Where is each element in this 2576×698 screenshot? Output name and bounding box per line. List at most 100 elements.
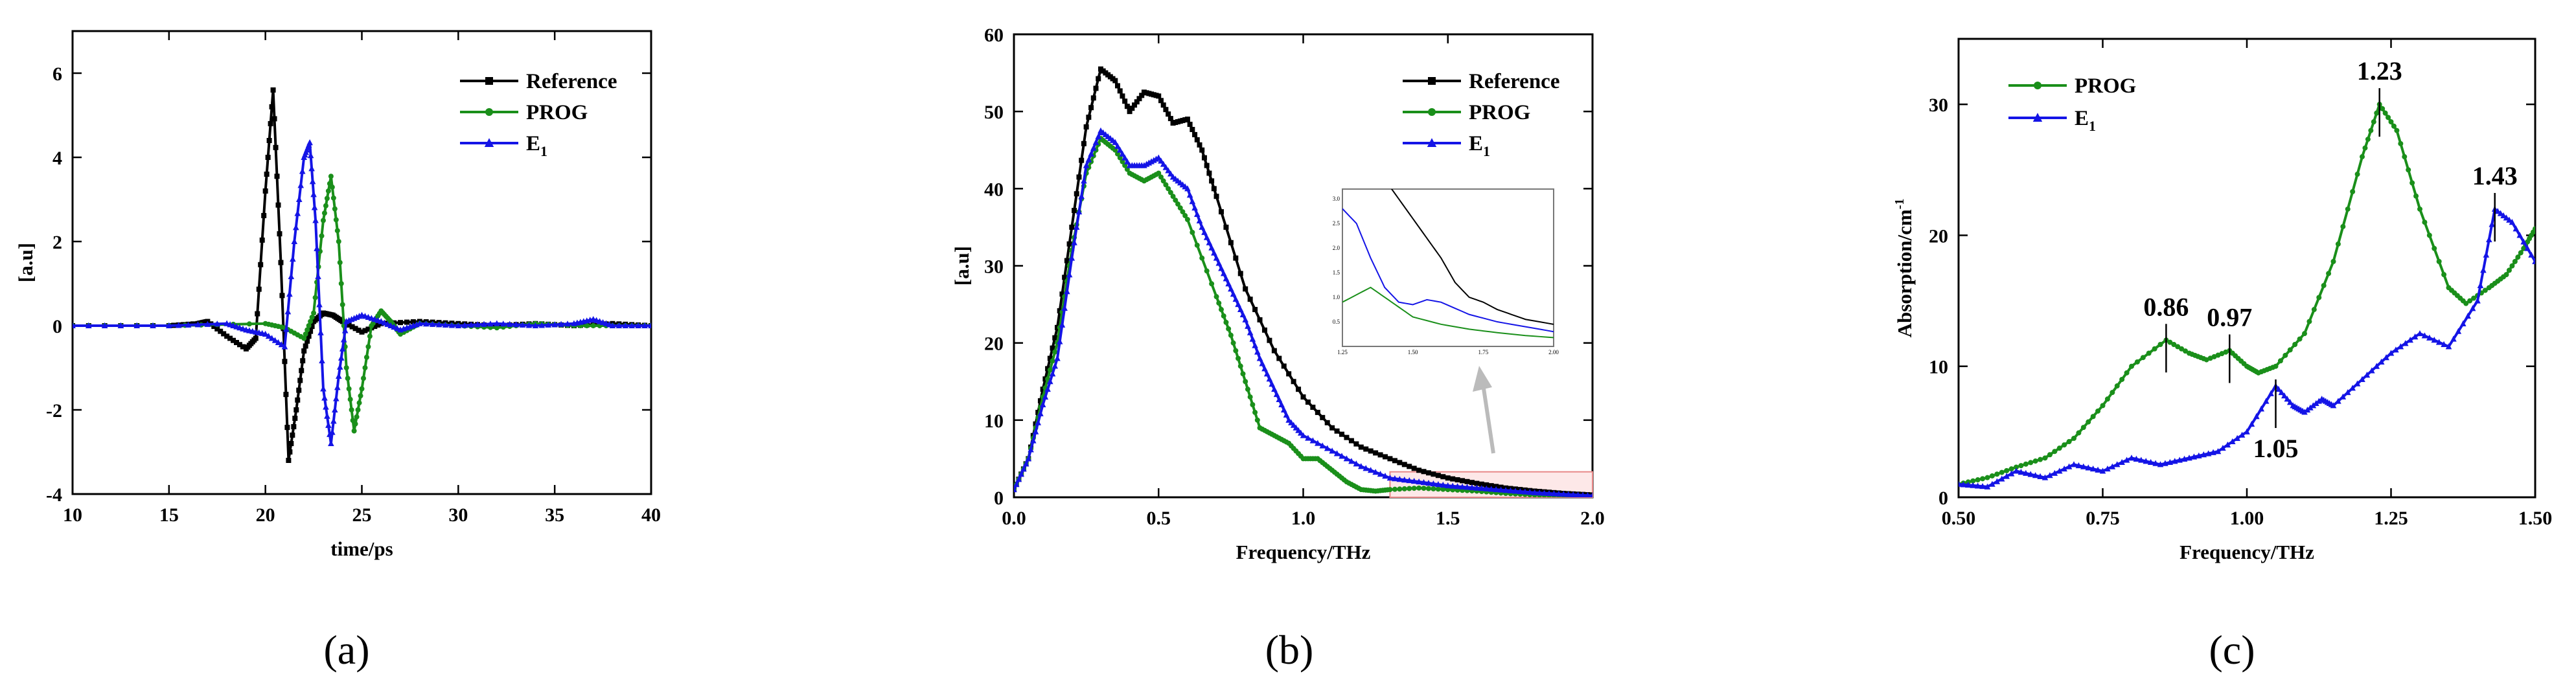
inset-frame xyxy=(1342,188,1554,347)
data-point xyxy=(2512,258,2518,264)
data-point xyxy=(1585,492,1591,497)
data-point xyxy=(2406,167,2411,173)
data-point xyxy=(2119,458,2125,466)
inset-x-tick-label: 1.75 xyxy=(1478,349,1488,355)
data-point xyxy=(1363,465,1370,471)
y-tick-label: 0 xyxy=(994,488,1004,509)
data-point xyxy=(2528,251,2535,258)
data-point xyxy=(269,104,275,109)
data-point xyxy=(1497,486,1504,493)
series-line xyxy=(1959,101,2535,486)
data-point xyxy=(1045,366,1051,372)
data-point xyxy=(290,433,295,438)
data-point xyxy=(1416,485,1422,491)
data-point xyxy=(1184,185,1191,192)
data-point xyxy=(1160,161,1167,167)
data-point xyxy=(1256,355,1263,361)
data-point xyxy=(2297,336,2303,342)
data-point xyxy=(1199,223,1206,230)
data-point xyxy=(278,341,285,348)
data-point xyxy=(339,302,345,308)
legend-marker xyxy=(1428,108,1436,116)
data-point xyxy=(319,233,325,239)
x-tick-label: 1.0 xyxy=(1291,508,1316,529)
data-point xyxy=(538,322,546,328)
data-point xyxy=(297,377,303,383)
data-point xyxy=(2368,128,2374,133)
data-point xyxy=(1406,477,1413,484)
peak-annotation: 1.05 xyxy=(2253,379,2299,463)
y-tick-label: 50 xyxy=(984,102,1004,123)
data-point xyxy=(1474,480,1480,486)
data-point xyxy=(1397,460,1403,466)
data-point xyxy=(2304,406,2311,413)
data-point xyxy=(1086,115,1092,120)
inset-chart: 1.25 1.50 1.75 2.00 0.5 1.0 1.5 2.0 2.5 3.0 xyxy=(1333,188,1559,454)
data-point xyxy=(2220,444,2226,451)
data-point xyxy=(185,321,192,328)
data-point xyxy=(1329,425,1335,431)
data-point xyxy=(2503,272,2509,278)
data-point xyxy=(2431,337,2438,343)
data-point xyxy=(1261,327,1267,333)
data-point xyxy=(1127,109,1133,115)
data-point xyxy=(2076,430,2082,436)
data-point xyxy=(1064,258,1070,264)
data-point xyxy=(2200,451,2207,458)
annotation-label: 1.05 xyxy=(2253,434,2299,463)
data-point xyxy=(2052,449,2058,455)
data-point xyxy=(635,322,641,328)
data-point xyxy=(1199,255,1205,261)
data-point xyxy=(1590,492,1593,497)
data-point xyxy=(311,204,318,210)
x-tick-label: 15 xyxy=(159,504,179,526)
legend-label: Reference xyxy=(1469,70,1559,93)
data-point xyxy=(325,422,332,428)
data-point xyxy=(2080,425,2086,431)
data-point xyxy=(332,206,338,212)
data-point xyxy=(1425,479,1432,486)
x-tick-label: 0.5 xyxy=(1147,508,1171,529)
y-tick-label: 0 xyxy=(1938,488,1948,509)
data-point xyxy=(1353,460,1360,467)
data-point xyxy=(324,412,330,419)
data-point xyxy=(2391,123,2397,129)
data-point xyxy=(2506,216,2513,223)
data-point xyxy=(2311,307,2317,313)
data-point xyxy=(1430,480,1437,487)
data-point xyxy=(323,403,329,410)
data-point xyxy=(1372,469,1379,475)
data-point xyxy=(1167,116,1173,122)
data-point xyxy=(1411,486,1417,491)
data-point xyxy=(1167,190,1173,196)
data-point xyxy=(2138,456,2145,463)
data-point xyxy=(1305,400,1311,405)
data-point xyxy=(2426,334,2433,341)
data-point xyxy=(2066,439,2072,445)
data-point xyxy=(309,315,315,320)
data-point xyxy=(278,260,284,265)
data-point xyxy=(1158,157,1164,164)
data-point xyxy=(2474,297,2481,304)
data-point xyxy=(1189,197,1196,205)
data-point xyxy=(2398,141,2404,146)
data-point xyxy=(1546,490,1552,497)
data-point xyxy=(214,321,221,327)
data-point xyxy=(266,138,272,143)
data-point xyxy=(259,237,265,243)
data-point xyxy=(2062,442,2067,448)
data-point xyxy=(349,324,355,330)
data-point xyxy=(2486,236,2492,243)
data-point xyxy=(2378,358,2385,365)
data-point xyxy=(2191,453,2198,460)
data-point xyxy=(1531,489,1538,495)
data-point xyxy=(2268,390,2274,396)
data-point xyxy=(2104,396,2110,402)
data-point xyxy=(321,210,327,216)
data-point xyxy=(1257,317,1263,322)
data-point xyxy=(354,414,360,420)
data-point xyxy=(1180,209,1186,215)
data-point xyxy=(2422,220,2428,225)
data-point xyxy=(175,322,182,328)
data-point xyxy=(2524,245,2531,251)
